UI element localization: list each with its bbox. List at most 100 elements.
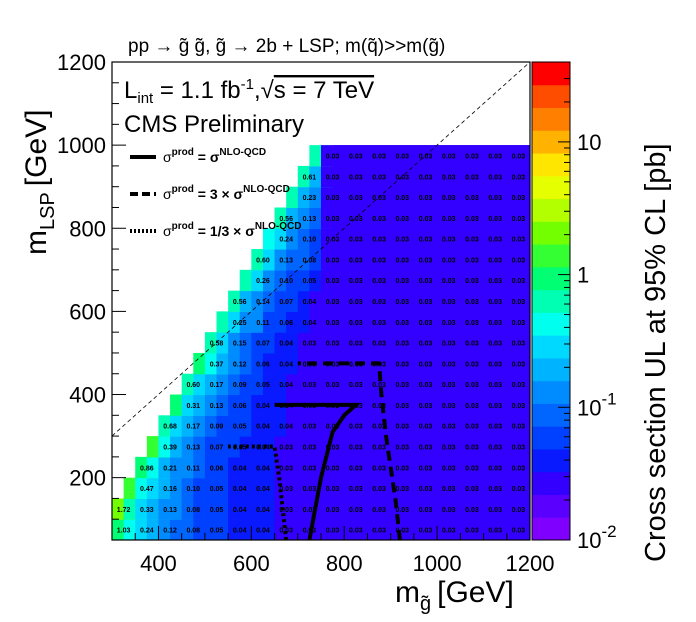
- heatmap-cell-label: 0.03: [419, 444, 433, 451]
- heatmap-cell-label: 0.05: [256, 382, 270, 389]
- heatmap-cell-label: 0.03: [465, 320, 479, 327]
- heatmap-cell-label: 0.26: [256, 278, 270, 285]
- color-scale-frame: [531, 61, 571, 541]
- heatmap-cell-label: 0.03: [512, 154, 526, 161]
- heatmap-cell-label: 0.03: [372, 528, 386, 535]
- heatmap-cell-label: 0.03: [419, 361, 433, 368]
- y-tick-label: 400: [69, 383, 106, 408]
- heatmap-cell-label: 0.03: [372, 424, 386, 431]
- heatmap-cell-label: 0.03: [326, 486, 340, 493]
- heatmap-cell-label: 0.03: [465, 382, 479, 389]
- heatmap-cell-label: 0.03: [372, 299, 386, 306]
- heatmap-cell-label: 0.03: [512, 299, 526, 306]
- heatmap-cell-label: 0.03: [372, 216, 386, 223]
- heatmap-cell-label: 0.06: [233, 403, 247, 410]
- heatmap-cell-label: 0.13: [163, 507, 177, 514]
- color-scale-band: [532, 403, 570, 427]
- legend-label: σprod = 1/3 × σNLO-QCD: [163, 221, 301, 239]
- heatmap-cell-label: 0.03: [488, 216, 502, 223]
- heatmap-cell-label: 0.58: [210, 341, 224, 348]
- z-tick-label: 10-1: [577, 389, 617, 420]
- heatmap-cell-label: 0.13: [186, 444, 200, 451]
- heatmap-cell-label: 0.21: [163, 465, 177, 472]
- heatmap-cell-label: 0.05: [210, 528, 224, 535]
- heatmap-cell-label: 0.03: [349, 216, 363, 223]
- legend: σprod = σNLO-QCD σprod = 3 × σNLO-QCD σpro…: [130, 147, 301, 239]
- heatmap-cell-label: 0.03: [372, 444, 386, 451]
- x-tick-label: 1200: [506, 551, 555, 576]
- heatmap-cell-label: 0.03: [512, 174, 526, 181]
- heatmap-cell-label: 0.03: [419, 278, 433, 285]
- heatmap-cell-label: 0.04: [233, 465, 247, 472]
- heatmap-cell-label: 0.04: [256, 465, 270, 472]
- heatmap-cell: [518, 249, 530, 271]
- heatmap-cell-label: 0.03: [326, 237, 340, 244]
- heatmap-cell-label: 0.47: [140, 486, 154, 493]
- heatmap-cell: [518, 145, 530, 167]
- heatmap-cell: [518, 498, 530, 520]
- color-scale-band: [532, 175, 570, 200]
- heatmap-cell-label: 0.03: [395, 154, 409, 161]
- heatmap-cell-label: 0.03: [465, 361, 479, 368]
- heatmap-cell-label: 0.03: [442, 174, 456, 181]
- heatmap-cell-label: 0.03: [419, 341, 433, 348]
- heatmap-cell: [518, 207, 530, 229]
- heatmap-cell-label: 0.23: [303, 195, 317, 202]
- heatmap-cell: [518, 352, 530, 375]
- heatmap-cell-label: 0.37: [210, 361, 224, 368]
- heatmap-cell-label: 0.03: [488, 174, 502, 181]
- heatmap-cell-label: 0.17: [186, 424, 200, 431]
- heatmap-cell-label: 0.03: [326, 174, 340, 181]
- x-axis-label: mg̃ [GeV]: [395, 576, 514, 615]
- heatmap-cell-label: 0.03: [488, 195, 502, 202]
- heatmap-cell-label: 0.24: [279, 237, 293, 244]
- chart-title: pp → g̃ g̃, g̃ → 2b + LSP; m(q̃)>>m(g̃): [128, 36, 445, 57]
- heatmap-cell-label: 0.03: [349, 195, 363, 202]
- heatmap-cell-label: 0.03: [488, 299, 502, 306]
- heatmap-cell-label: 0.04: [303, 299, 317, 306]
- heatmap-cell-label: 0.03: [419, 320, 433, 327]
- heatmap-cell-label: 0.03: [349, 278, 363, 285]
- heatmap-cell-label: 0.60: [256, 257, 270, 264]
- heatmap-cell-label: 0.03: [326, 528, 340, 535]
- x-tick-label: 800: [326, 551, 363, 576]
- contour-dashed: [297, 361, 402, 541]
- heatmap-cell-label: 0.03: [279, 507, 293, 514]
- heatmap-cell-label: 0.03: [419, 237, 433, 244]
- heatmap-cell-label: 0.03: [442, 237, 456, 244]
- heatmap-cell-label: 0.03: [349, 237, 363, 244]
- heatmap-cell-label: 0.03: [512, 341, 526, 348]
- heatmap-cell: [518, 228, 530, 250]
- heatmap-cell-label: 0.03: [512, 237, 526, 244]
- x-tick-label: 1000: [413, 551, 462, 576]
- heatmap-cell-label: 0.04: [279, 424, 293, 431]
- heatmap-cell-label: 0.06: [256, 361, 270, 368]
- heatmap-cell-label: 0.03: [512, 424, 526, 431]
- heatmap-cell: [518, 436, 530, 458]
- heatmap-cell-label: 0.03: [465, 237, 479, 244]
- heatmap-cell-label: 0.03: [442, 299, 456, 306]
- heatmap-cell-label: 0.60: [186, 382, 200, 389]
- heatmap-cell-label: 0.04: [256, 507, 270, 514]
- heatmap-cell: [518, 519, 530, 541]
- heatmap-cell-label: 0.12: [163, 528, 177, 535]
- heatmap-cell-label: 0.03: [488, 486, 502, 493]
- heatmap-cell-label: 0.03: [465, 341, 479, 348]
- heatmap-cell-label: 0.13: [210, 403, 224, 410]
- contour-solid: [274, 402, 362, 541]
- color-scale-band: [532, 221, 570, 245]
- heatmap-cell-label: 0.03: [488, 341, 502, 348]
- heatmap-cell-label: 0.04: [256, 528, 270, 535]
- heatmap-cell-label: 0.03: [488, 320, 502, 327]
- legend-label: σprod = σNLO-QCD: [163, 147, 266, 165]
- heatmap-cell-label: 0.04: [233, 507, 247, 514]
- heatmap-cell: [518, 373, 530, 396]
- heatmap-cell-label: 0.08: [186, 528, 200, 535]
- heatmap-cell-label: 0.04: [256, 403, 270, 410]
- heatmap-cell-label: 0.03: [395, 320, 409, 327]
- heatmap-cell-label: 0.05: [303, 278, 317, 285]
- heatmap-cell-label: 0.12: [233, 361, 247, 368]
- heatmap-cell-label: 0.03: [419, 299, 433, 306]
- heatmap-cell-label: 0.03: [442, 507, 456, 514]
- heatmap-cell-label: 0.03: [349, 320, 363, 327]
